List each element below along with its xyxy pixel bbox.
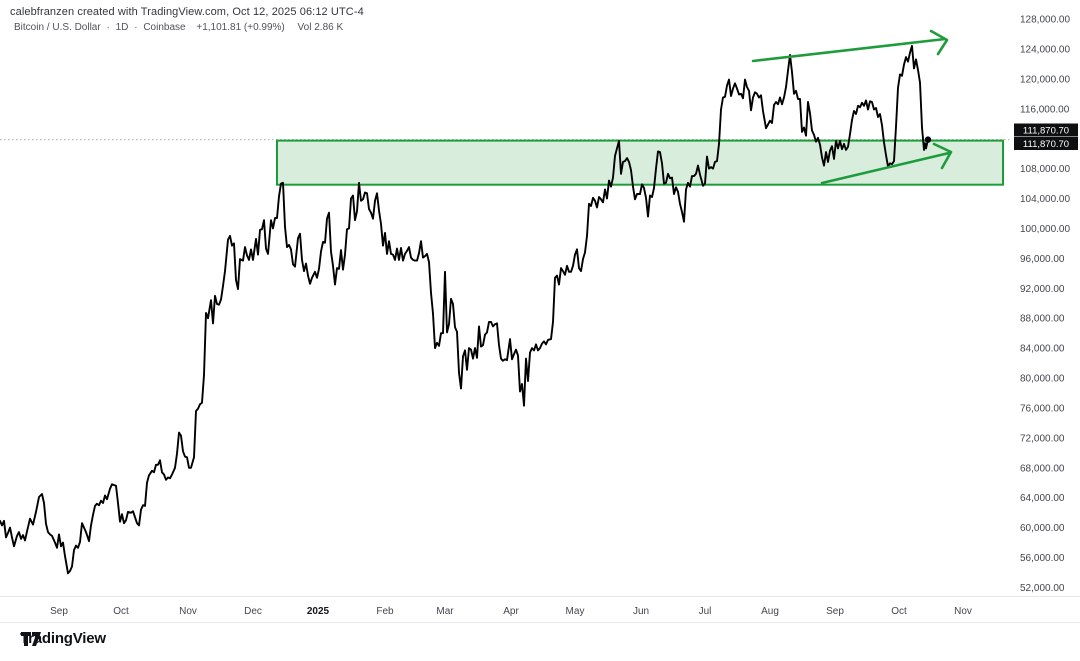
price-axis-label: 124,000.00 [1020,44,1070,55]
time-axis-label: Feb [376,606,394,617]
legend-separator: · [106,22,110,33]
price-axis-label: 72,000.00 [1020,433,1065,444]
time-axis-label: Jul [699,606,712,617]
price-axis-label: 84,000.00 [1020,344,1065,355]
price-axis-label: 120,000.00 [1020,74,1070,85]
price-axis-label: 96,000.00 [1020,254,1065,265]
price-axis-label: 56,000.00 [1020,553,1065,564]
price-axis-label: 76,000.00 [1020,404,1065,415]
price-axis-label: 60,000.00 [1020,523,1065,534]
symbol-name: Bitcoin / U.S. Dollar [14,22,101,33]
price-axis-label: 52,000.00 [1020,583,1065,594]
time-axis-label: Sep [826,606,844,617]
support-zone-box[interactable] [276,139,1004,186]
price-axis-label: 68,000.00 [1020,463,1065,474]
price-axis-label: 104,000.00 [1020,194,1070,205]
time-axis-label: May [566,606,585,617]
time-axis-label: 2025 [307,606,330,617]
upper-trend-arrow[interactable] [751,37,947,63]
time-axis-label: Nov [954,606,972,617]
price-badge-top-value: 111,870.70 [1023,126,1069,137]
footer-branding: TradingView [20,630,106,647]
exchange-label: Coinbase [143,22,186,33]
upper-trend-arrow-head[interactable] [929,29,949,56]
time-axis-label: Sep [50,606,68,617]
price-axis-label: 108,000.00 [1020,164,1070,175]
price-line-series [0,44,929,575]
tradingview-brand-text: TradingView [20,630,106,647]
last-price-marker [924,136,932,143]
price-axis-label: 88,000.00 [1020,314,1065,325]
legend-separator: · [134,22,138,33]
time-axis-label: Jun [633,606,649,617]
price-axis-label: 92,000.00 [1020,284,1065,295]
price-axis-label: 128,000.00 [1020,15,1070,26]
symbol-legend: Bitcoin / U.S. Dollar · 1D · Coinbase +1… [14,22,346,33]
time-axis-label: Oct [891,606,907,617]
volume-label: Vol 2.86 K [297,22,344,33]
price-badge-top [1014,123,1078,137]
time-axis-label: Dec [244,606,262,617]
price-change: +1,101.81 (+0.99%) [196,22,285,33]
price-axis-label: 100,000.00 [1020,224,1070,235]
price-axis-label: 80,000.00 [1020,374,1065,385]
price-badge-bottom-value: 111,870.70 [1023,139,1069,150]
zone-trend-arrow[interactable] [820,151,951,185]
price-axis-label: 64,000.00 [1020,493,1065,504]
time-axis-label: Nov [179,606,197,617]
time-axis-label: Aug [761,606,779,617]
time-axis-label: Mar [436,606,454,617]
time-axis-label: Apr [503,606,519,617]
tradingview-logo-icon [21,632,41,646]
interval-label: 1D [115,22,129,33]
price-badge-bottom [1014,137,1078,150]
snapshot-watermark: calebfranzen created with TradingView.co… [10,6,364,18]
time-axis-label: Oct [113,606,129,617]
price-axis-label: 116,000.00 [1020,104,1070,115]
zone-trend-arrow-head[interactable] [932,142,953,170]
